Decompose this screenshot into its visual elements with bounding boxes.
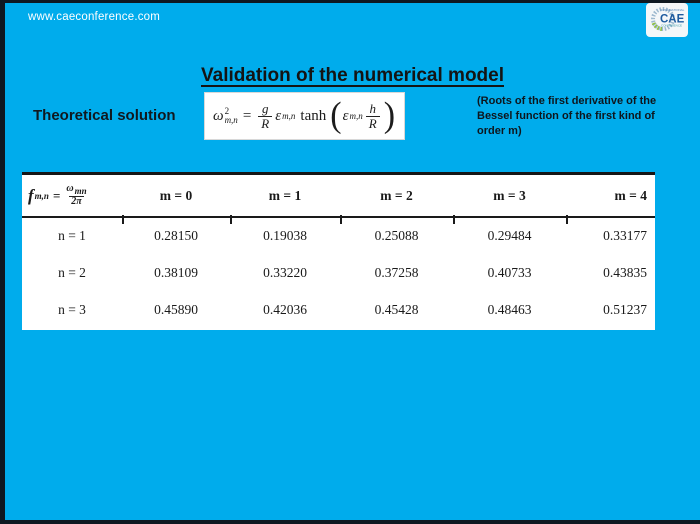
table-row: n = 1 0.28150 0.19038 0.25088 0.29484 0.… <box>22 217 655 254</box>
column-header-m4: m = 4 <box>566 175 655 218</box>
corner-formula-cell: f m,n = ωmn 2π <box>22 175 122 218</box>
cae-swirl-icon: CAE INTERNATIONAL CONFERENCE <box>651 7 685 31</box>
column-divider-tick <box>340 215 342 224</box>
cae-logo-text: CAE <box>660 14 685 26</box>
svg-text:CONFERENCE: CONFERENCE <box>661 24 682 28</box>
column-divider-tick <box>122 215 124 224</box>
bessel-roots-note: (Roots of the first derivative of the Be… <box>477 94 687 139</box>
column-divider-tick <box>230 215 232 224</box>
cell: 0.29484 <box>487 228 532 243</box>
cell: 0.33220 <box>263 264 307 280</box>
cell: 0.40733 <box>487 264 532 280</box>
cell: 0.19038 <box>263 228 307 243</box>
table-header-row: f m,n = ωmn 2π m = 0 m = 1 m = 2 m = 3 m =… <box>22 175 655 218</box>
cell: 0.42036 <box>263 301 307 317</box>
note-line: Bessel function of the first kind of <box>477 109 655 122</box>
row-label: n = 2 <box>58 264 86 280</box>
frequency-table: f m,n = ωmn 2π m = 0 m = 1 m = 2 m = 3 m =… <box>22 172 655 330</box>
cell: 0.33177 <box>603 228 647 243</box>
column-header-m2: m = 2 <box>340 175 453 218</box>
svg-text:INTERNATIONAL: INTERNATIONAL <box>661 8 685 12</box>
column-divider-tick <box>453 215 455 224</box>
column-header-m0: m = 0 <box>122 175 230 218</box>
omega-symbol: ω <box>212 107 224 124</box>
column-header-m3: m = 3 <box>453 175 566 218</box>
cell: 0.38109 <box>154 264 198 280</box>
omega-over-2pi-fraction: ωmn 2π <box>66 182 87 207</box>
cell: 0.45428 <box>374 301 419 317</box>
row-label: n = 3 <box>58 301 86 317</box>
cell: 0.48463 <box>487 301 532 317</box>
cell: 0.28150 <box>154 228 198 243</box>
epsilon-symbol: ε <box>275 107 282 124</box>
cell: 0.45890 <box>154 301 198 317</box>
cell: 0.51237 <box>603 301 647 317</box>
cell: 0.37258 <box>374 264 419 280</box>
cell: 0.25088 <box>374 228 419 243</box>
column-header-m1: m = 1 <box>230 175 340 218</box>
table-row: n = 3 0.45890 0.42036 0.45428 0.48463 0.… <box>22 291 655 328</box>
page-title: Validation of the numerical model <box>201 65 504 86</box>
cell: 0.43835 <box>603 264 647 280</box>
epsilon-symbol-2: ε <box>342 107 349 124</box>
tanh-function: tanh <box>300 107 327 124</box>
column-divider-tick <box>566 215 568 224</box>
cae-logo: CAE INTERNATIONAL CONFERENCE <box>646 3 688 37</box>
note-line: (Roots of the first derivative of the <box>477 95 657 107</box>
table-row: n = 2 0.38109 0.33220 0.37258 0.40733 0.… <box>22 254 655 291</box>
theoretical-solution-label: Theoretical solution <box>33 107 176 124</box>
row-label: n = 1 <box>58 228 86 243</box>
conference-url: www.caeconference.com <box>28 11 161 23</box>
note-line: order m) <box>477 124 522 137</box>
slide: www.caeconference.com CAE INTERNATIONAL … <box>5 3 700 520</box>
